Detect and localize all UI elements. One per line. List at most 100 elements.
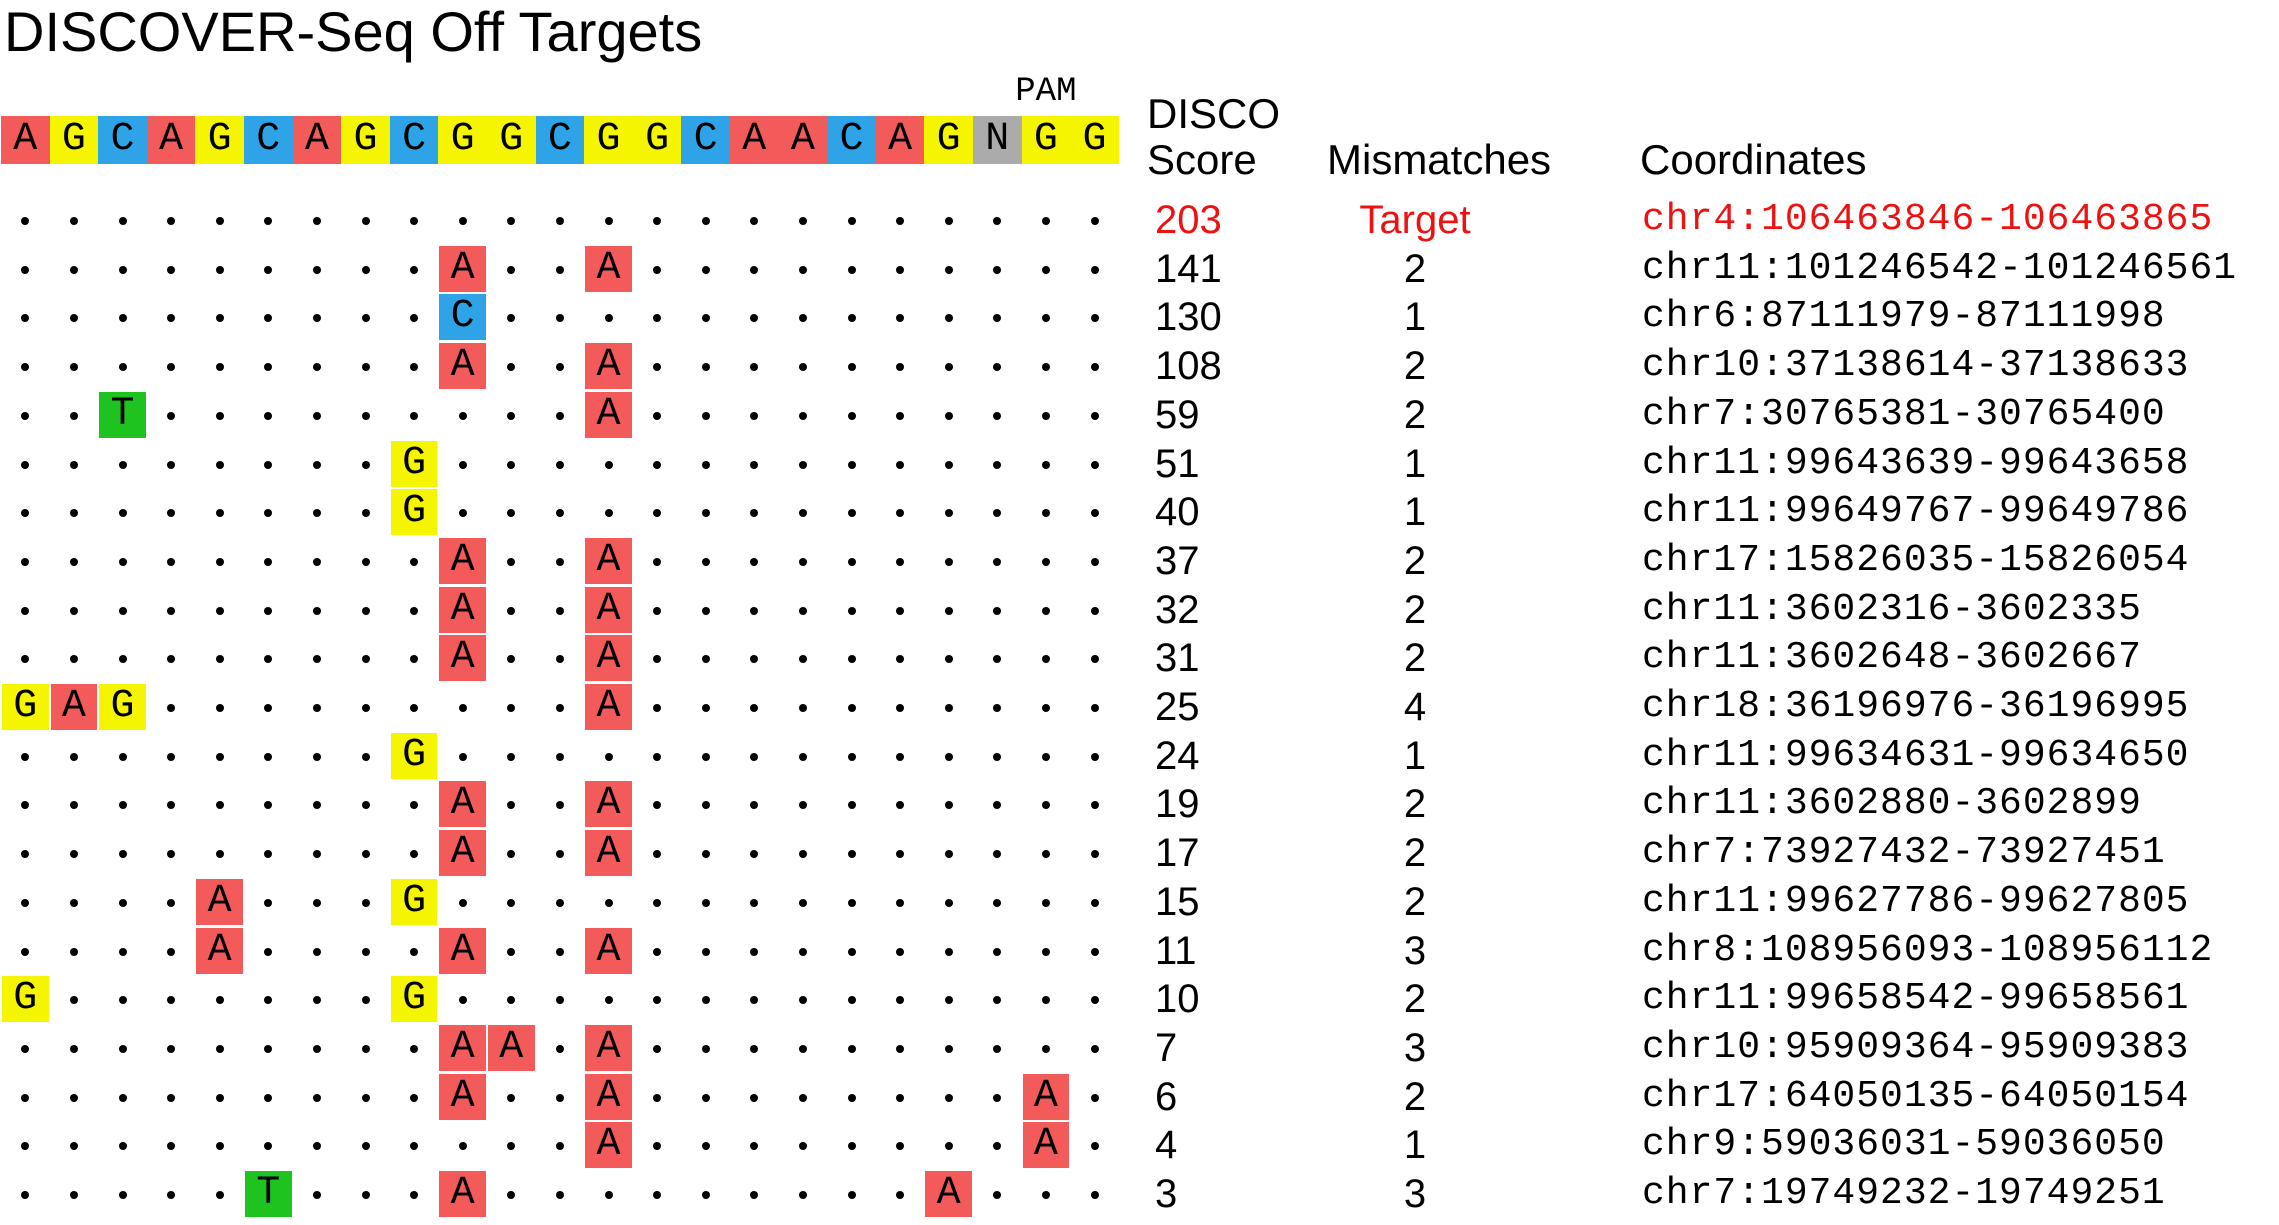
match-dot <box>1090 898 1099 907</box>
match-dot <box>993 509 1002 518</box>
match-dot <box>69 898 78 907</box>
reference-base-4: A <box>146 116 196 164</box>
match-dot <box>69 1191 78 1199</box>
match-dot <box>944 850 953 859</box>
match-dot <box>555 314 564 323</box>
match-dot <box>361 996 370 1005</box>
mismatch-count: 3 <box>1403 1025 1427 1070</box>
match-dot <box>507 898 516 907</box>
mismatch-base: A <box>1022 1073 1070 1120</box>
match-dot <box>701 217 710 225</box>
match-dot <box>993 606 1002 615</box>
match-dot <box>896 411 905 420</box>
match-dot <box>215 557 224 566</box>
match-dot <box>653 898 662 907</box>
reference-base-7: A <box>292 116 342 164</box>
match-dot <box>653 411 662 420</box>
match-dot <box>701 898 710 907</box>
genomic-coordinates: chr17:15826035-15826054 <box>1642 538 2190 582</box>
mismatch-count: 2 <box>1403 879 1427 924</box>
match-dot <box>798 850 807 859</box>
match-dot <box>118 850 127 859</box>
mismatch-base: G <box>2 684 49 730</box>
match-dot <box>944 217 953 225</box>
match-dot <box>847 217 856 225</box>
disco-score: 141 <box>1155 246 1222 291</box>
disco-score: 203 <box>1155 198 1222 242</box>
match-dot <box>21 1191 30 1199</box>
match-dot <box>69 1093 78 1102</box>
match-dot <box>215 217 224 225</box>
match-dot <box>798 606 807 615</box>
disco-score: 31 <box>1155 636 1200 681</box>
match-dot <box>701 850 710 859</box>
genomic-coordinates: chr11:3602316-3602335 <box>1642 587 2142 631</box>
genomic-coordinates: chr11:99658542-99658561 <box>1642 977 2190 1021</box>
match-dot <box>312 996 321 1005</box>
match-dot <box>167 217 176 225</box>
match-dot <box>993 898 1002 907</box>
mismatch-count: 2 <box>1403 831 1427 876</box>
match-dot <box>264 314 273 323</box>
page-title: DISCOVER-Seq Off Targets <box>4 0 703 63</box>
match-dot <box>653 752 662 761</box>
match-dot <box>1090 265 1099 274</box>
match-dot <box>944 1044 953 1053</box>
match-dot <box>798 898 807 907</box>
mismatch-count: 2 <box>1403 538 1427 583</box>
match-dot <box>701 655 710 664</box>
match-dot <box>264 557 273 566</box>
match-dot <box>604 996 613 1005</box>
match-dot <box>507 606 516 615</box>
match-dot <box>847 947 856 956</box>
match-dot <box>361 217 370 225</box>
mismatch-base: A <box>439 1024 486 1071</box>
genomic-coordinates: chr7:30765381-30765400 <box>1642 392 2166 436</box>
mismatch-base: A <box>585 927 632 974</box>
match-dot <box>701 411 710 420</box>
match-dot <box>361 655 370 664</box>
match-dot <box>701 1044 710 1053</box>
match-dot <box>410 704 419 712</box>
match-dot <box>555 996 564 1005</box>
match-dot <box>896 314 905 323</box>
match-dot <box>750 411 759 420</box>
match-dot <box>215 752 224 761</box>
match-dot <box>555 1044 564 1053</box>
match-dot <box>69 557 78 566</box>
match-dot <box>312 1191 321 1199</box>
match-dot <box>1090 850 1099 859</box>
match-dot <box>944 557 953 566</box>
match-dot <box>555 411 564 420</box>
match-dot <box>1041 411 1050 420</box>
match-dot <box>215 363 224 372</box>
match-dot <box>993 1044 1002 1053</box>
match-dot <box>264 752 273 761</box>
match-dot <box>1041 1191 1050 1199</box>
match-dot <box>847 850 856 859</box>
match-dot <box>604 898 613 907</box>
mismatch-base: A <box>196 878 243 925</box>
match-dot <box>264 850 273 859</box>
match-dot <box>653 704 662 712</box>
match-dot <box>993 1093 1002 1102</box>
match-dot <box>555 557 564 566</box>
match-dot <box>944 752 953 761</box>
match-dot <box>312 557 321 566</box>
match-dot <box>410 363 419 372</box>
genomic-coordinates: chr10:95909364-95909383 <box>1642 1025 2190 1069</box>
match-dot <box>312 363 321 372</box>
match-dot <box>555 752 564 761</box>
reference-base-1: A <box>1 116 50 164</box>
match-dot <box>264 460 273 469</box>
match-dot <box>653 509 662 518</box>
match-dot <box>993 1142 1002 1151</box>
match-dot <box>798 996 807 1005</box>
match-dot <box>1090 801 1099 810</box>
coordinates-header: Coordinates <box>1640 136 1867 183</box>
disco-score: 24 <box>1155 733 1200 778</box>
match-dot <box>896 1044 905 1053</box>
genomic-coordinates: chr11:3602880-3602899 <box>1642 782 2142 826</box>
match-dot <box>604 460 613 469</box>
match-dot <box>944 704 953 712</box>
